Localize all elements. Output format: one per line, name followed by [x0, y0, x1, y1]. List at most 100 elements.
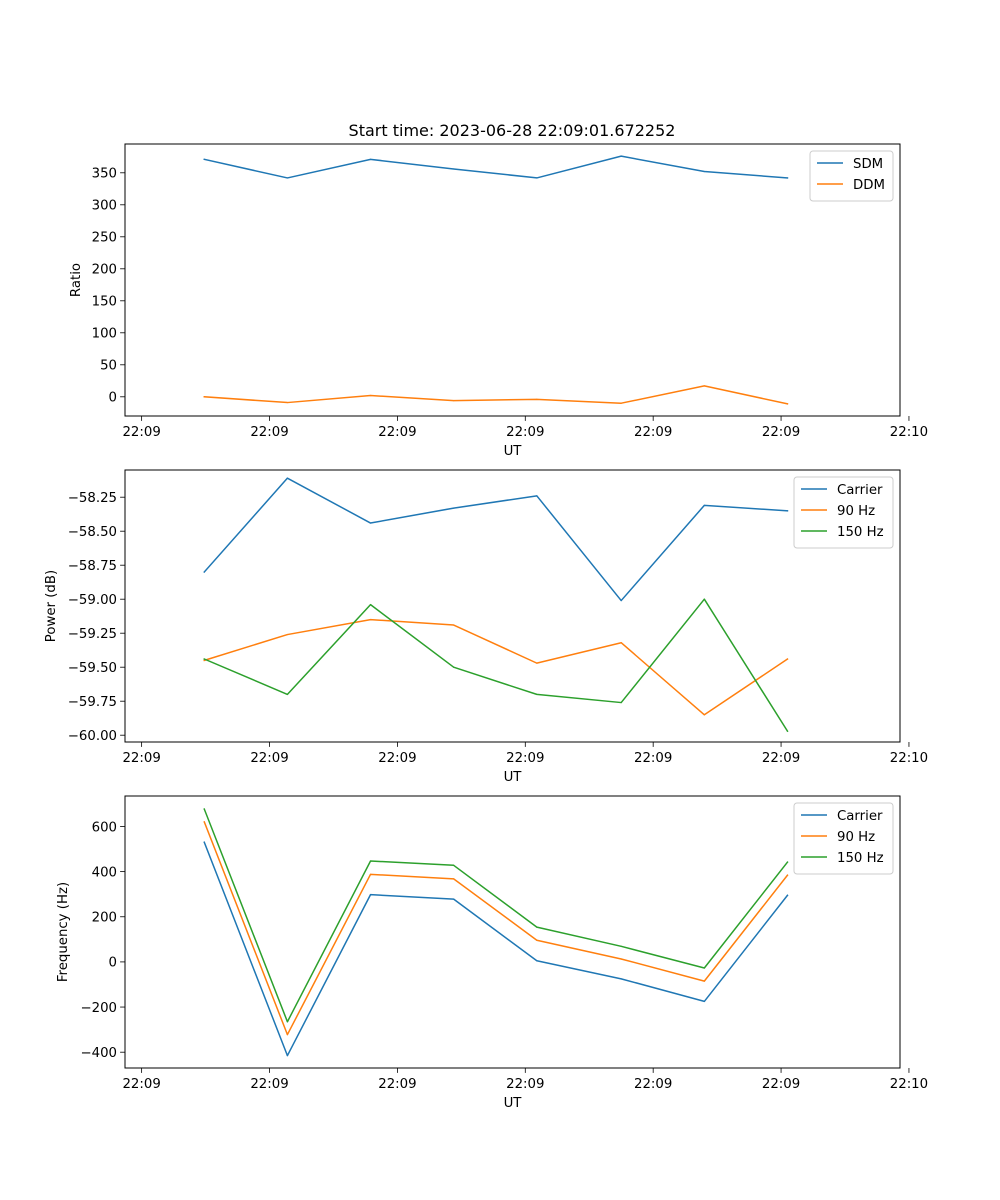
x-tick-label: 22:09	[122, 1077, 160, 1092]
x-tick-label: 22:09	[378, 425, 416, 440]
legend-entry-label: 90 Hz	[837, 830, 875, 845]
series-line-ddm	[203, 385, 789, 405]
x-tick-label: 22:09	[506, 1077, 544, 1092]
data-point	[703, 967, 705, 969]
data-point	[369, 873, 372, 875]
y-tick-label: −60.00	[68, 729, 117, 744]
x-tick-label: 22:09	[250, 751, 288, 766]
series-line-90-hz	[203, 618, 789, 716]
y-tick-label: 250	[92, 231, 117, 246]
x-tick-label: 22:09	[762, 425, 800, 440]
data-point	[203, 841, 205, 843]
legend-entry-label: DDM	[853, 178, 885, 193]
data-point	[286, 633, 289, 636]
data-point	[620, 402, 622, 404]
data-point	[453, 898, 455, 900]
data-point	[286, 1054, 289, 1057]
x-axis-label: UT	[504, 1096, 523, 1111]
data-point	[369, 619, 372, 621]
data-point	[536, 960, 538, 962]
data-point	[286, 177, 289, 179]
x-tick-label: 22:10	[890, 425, 928, 440]
plots-container: 22:09 22:09 22:09 22:09 22:09 22:09 22:10 0 50 10…	[44, 143, 928, 1111]
data-point	[536, 495, 538, 497]
data-point	[620, 642, 622, 644]
y-tick-label: 100	[92, 327, 117, 342]
data-point	[453, 624, 455, 626]
x-tick-label: 22:09	[634, 425, 672, 440]
legend-entry-label: SDM	[853, 157, 883, 172]
data-point	[703, 170, 705, 173]
data-point	[620, 945, 622, 947]
x-axis-label: UT	[504, 770, 523, 785]
x-tick-label: 22:09	[506, 751, 544, 766]
y-tick-label: 0	[109, 391, 117, 406]
data-point	[369, 394, 372, 397]
data-point	[620, 155, 622, 157]
y-tick-label: −200	[80, 1001, 117, 1016]
data-point	[703, 980, 705, 982]
series-line-sdm	[203, 155, 789, 179]
y-tick-label: −58.25	[68, 491, 117, 506]
x-tick-label: 22:09	[378, 1077, 416, 1092]
data-point	[203, 158, 205, 160]
y-tick-label: −400	[80, 1046, 117, 1061]
x-tick-label: 22:10	[890, 1077, 928, 1092]
data-point	[203, 659, 205, 662]
legend-entry-label: Carrier	[837, 809, 883, 824]
data-point	[453, 168, 455, 170]
x-tick-label: 22:10	[890, 751, 928, 766]
x-tick-label: 22:09	[378, 751, 416, 766]
y-axis-label: Ratio	[69, 263, 84, 297]
legend: Carrier 90 Hz 150 Hz	[793, 802, 894, 875]
x-tick-label: 22:09	[634, 1077, 672, 1092]
data-point	[786, 177, 789, 179]
data-point	[536, 177, 538, 179]
data-point	[369, 860, 372, 862]
chart-panel-3: 22:09 22:09 22:09 22:09 22:09 22:09 22:10 −400 −…	[56, 795, 928, 1111]
legend: SDM DDM	[809, 150, 894, 202]
data-point	[286, 1021, 289, 1023]
y-tick-label: 150	[92, 295, 117, 310]
data-point	[453, 400, 455, 402]
data-point	[620, 958, 622, 960]
data-point	[703, 714, 705, 716]
y-tick-label: −59.75	[68, 695, 117, 710]
y-tick-label: 600	[92, 820, 117, 835]
y-tick-label: −58.50	[68, 525, 117, 540]
chart-panel-1: 22:09 22:09 22:09 22:09 22:09 22:09 22:10 0 50 10…	[69, 143, 928, 459]
y-axis-label: Frequency (Hz)	[56, 882, 71, 982]
data-point	[203, 808, 205, 810]
data-point	[536, 398, 538, 400]
y-tick-label: 300	[92, 199, 117, 214]
series-line-carrier	[203, 841, 789, 1057]
y-tick-label: 200	[92, 263, 117, 278]
data-point	[786, 894, 789, 896]
y-tick-label: 0	[109, 956, 117, 971]
legend-entry-label: 150 Hz	[837, 525, 884, 540]
series-line-150-hz	[203, 808, 789, 1023]
data-point	[203, 658, 205, 660]
data-point	[786, 510, 789, 512]
data-point	[786, 874, 789, 876]
data-point	[536, 939, 538, 941]
data-point	[369, 604, 372, 606]
data-point	[369, 522, 372, 524]
data-point	[536, 693, 538, 696]
figure-title: Start time: 2023-06-28 22:09:01.672252	[349, 121, 676, 140]
series-line-150-hz	[203, 598, 789, 733]
data-point	[286, 693, 289, 696]
legend-entry-label: Carrier	[837, 483, 883, 498]
data-point	[620, 599, 622, 602]
x-tick-label: 22:09	[634, 751, 672, 766]
x-tick-label: 22:09	[122, 425, 160, 440]
y-tick-label: 400	[92, 865, 117, 880]
data-point	[203, 821, 205, 823]
legend-entry-label: 150 Hz	[837, 851, 884, 866]
data-point	[620, 978, 622, 980]
data-point	[786, 861, 789, 863]
data-point	[453, 864, 455, 866]
data-point	[286, 477, 289, 479]
legend-entry-label: 90 Hz	[837, 504, 875, 519]
